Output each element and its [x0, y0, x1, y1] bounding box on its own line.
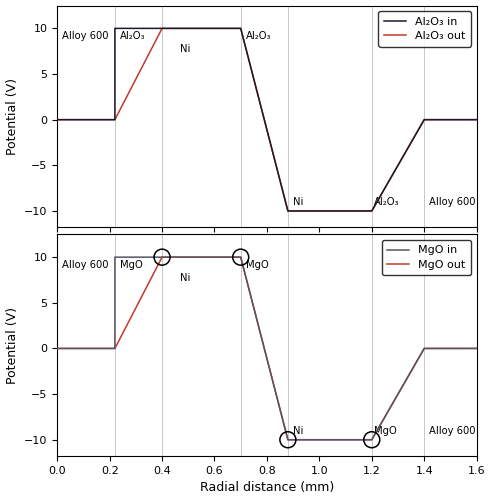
Y-axis label: Potential (V): Potential (V)	[5, 78, 19, 155]
Text: Ni: Ni	[180, 44, 191, 54]
Text: MgO: MgO	[375, 426, 397, 436]
Text: MgO: MgO	[120, 260, 143, 270]
Text: MgO: MgO	[246, 260, 269, 270]
Text: Al₂O₃: Al₂O₃	[375, 198, 400, 207]
Text: Alloy 600: Alloy 600	[62, 260, 109, 270]
X-axis label: Radial distance (mm): Radial distance (mm)	[200, 482, 334, 494]
Text: Al₂O₃: Al₂O₃	[120, 31, 146, 41]
Text: Alloy 600: Alloy 600	[430, 198, 476, 207]
Text: Ni: Ni	[293, 426, 303, 436]
Text: Ni: Ni	[293, 198, 303, 207]
Text: Ni: Ni	[180, 272, 191, 282]
Text: Alloy 600: Alloy 600	[62, 31, 109, 41]
Text: Alloy 600: Alloy 600	[430, 426, 476, 436]
Text: Al₂O₃: Al₂O₃	[246, 31, 272, 41]
Legend: MgO in, MgO out: MgO in, MgO out	[382, 240, 471, 276]
Legend: Al₂O₃ in, Al₂O₃ out: Al₂O₃ in, Al₂O₃ out	[379, 11, 471, 47]
Y-axis label: Potential (V): Potential (V)	[5, 307, 19, 384]
